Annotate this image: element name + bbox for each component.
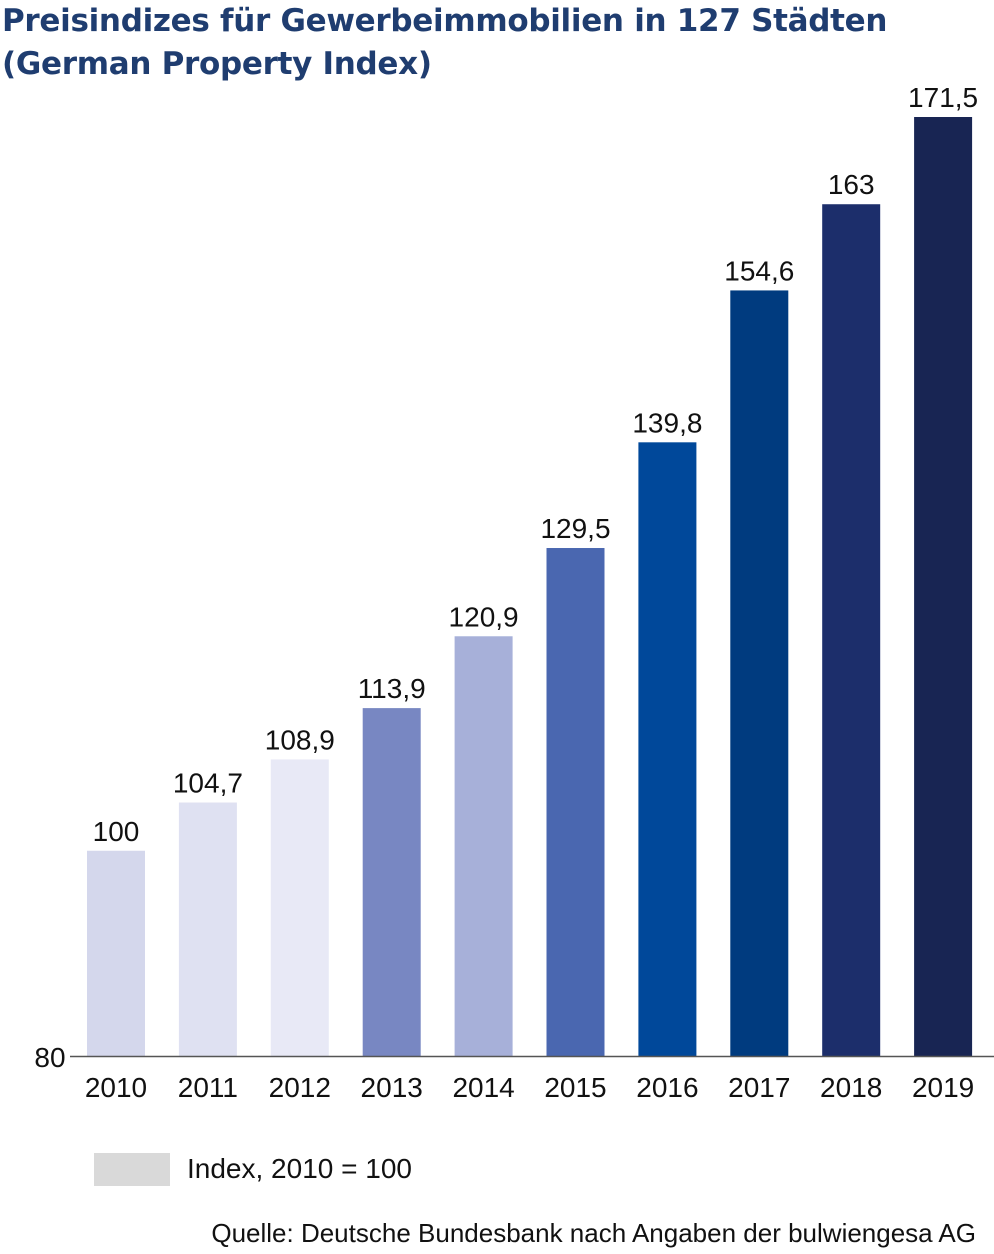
bar-2014	[454, 636, 513, 1056]
x-tick-label: 2018	[820, 1072, 882, 1103]
bar-value-label: 120,9	[449, 601, 519, 632]
x-tick-label: 2016	[636, 1072, 698, 1103]
legend-label: Index, 2010 = 100	[187, 1153, 412, 1184]
bar-2011	[178, 802, 237, 1056]
x-tick-label: 2014	[452, 1072, 514, 1103]
bar-value-label: 129,5	[540, 513, 610, 544]
x-tick-label: 2010	[85, 1072, 147, 1103]
bar-value-label: 154,6	[724, 255, 794, 286]
x-tick-label: 2012	[269, 1072, 331, 1103]
bar-2018	[822, 204, 881, 1057]
chart-title-line-2: (German Property Index)	[2, 46, 432, 82]
bar-value-label: 104,7	[173, 768, 243, 799]
legend-swatch	[94, 1152, 170, 1186]
source-note: Quelle: Deutsche Bundesbank nach Angaben…	[211, 1218, 976, 1248]
bar-2016	[638, 442, 697, 1056]
bar-value-label: 171,5	[908, 82, 978, 113]
bar-value-label: 100	[93, 816, 140, 847]
bar-chart: 100 2010 104,7 2011 108,9 2012 113,9 2013 120,9 2…	[34, 82, 994, 1103]
bar-2017	[730, 290, 789, 1056]
chart-title: Preisindizes für Gewerbeimmobilien in 12…	[2, 0, 887, 86]
bar-2012	[270, 759, 329, 1056]
x-tick-label: 2015	[544, 1072, 606, 1103]
bar-2019	[914, 117, 973, 1056]
bar-2015	[546, 548, 605, 1056]
y-tick-label: 80	[34, 1042, 65, 1073]
bar-2010	[87, 850, 145, 1056]
bar-value-label: 113,9	[358, 673, 426, 704]
x-tick-label: 2013	[361, 1072, 423, 1103]
chart-title-line-1: Preisindizes für Gewerbeimmobilien in 12…	[2, 3, 888, 39]
x-tick-label: 2011	[178, 1072, 238, 1103]
x-tick-label: 2019	[912, 1072, 974, 1103]
bar-value-label: 108,9	[265, 724, 335, 755]
bar-value-label: 163	[828, 169, 875, 200]
bar-2013	[362, 708, 421, 1056]
x-tick-label: 2017	[728, 1072, 790, 1103]
legend: Index, 2010 = 100	[94, 1152, 412, 1186]
bar-value-label: 139,8	[632, 407, 702, 438]
